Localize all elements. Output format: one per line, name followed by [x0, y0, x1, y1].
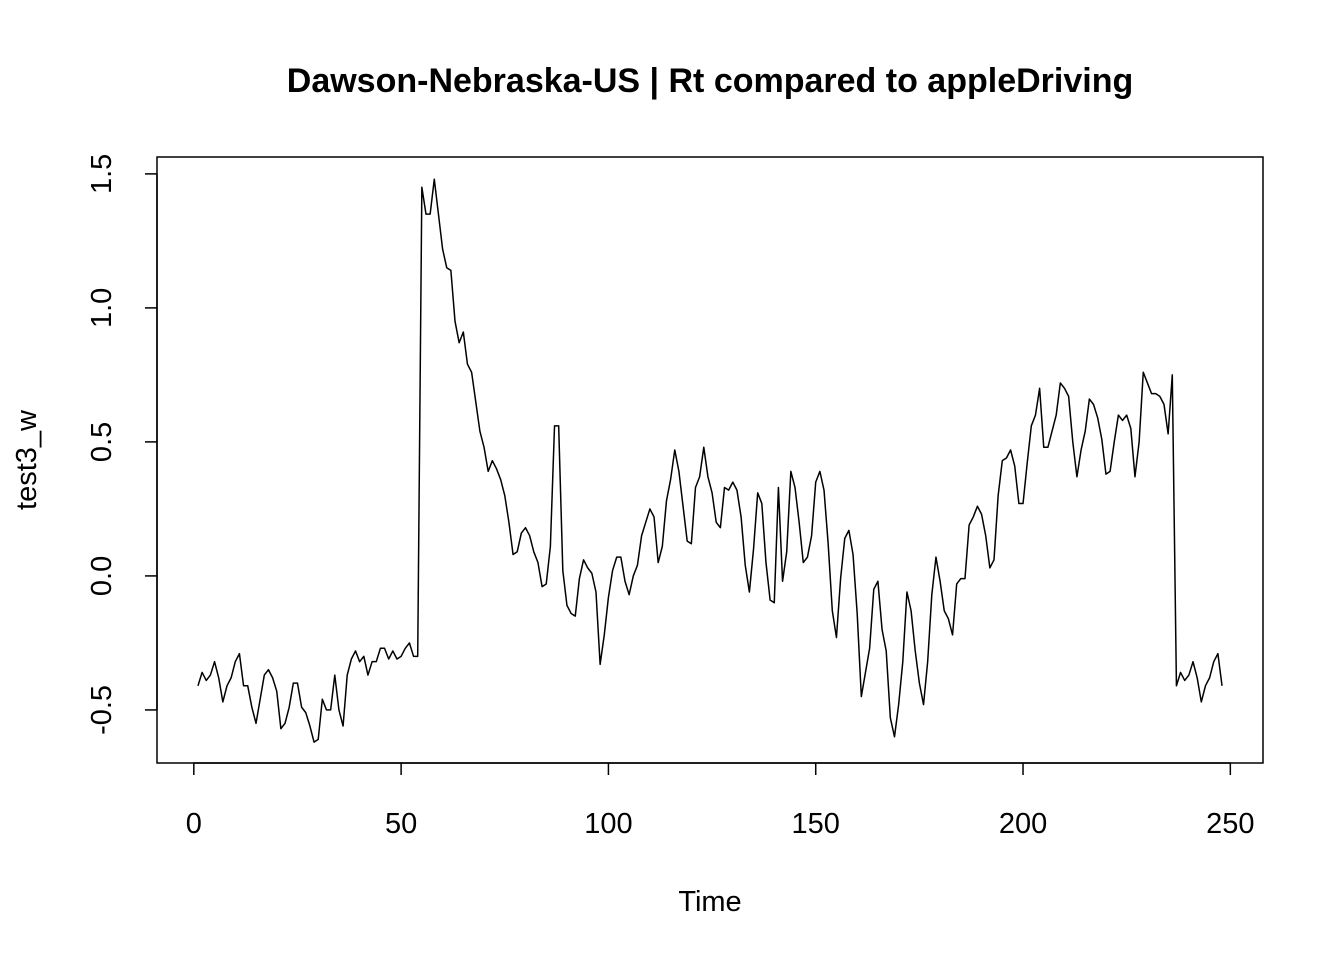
y-tick-label: 1.0	[86, 288, 118, 328]
x-tick-label: 200	[999, 808, 1047, 840]
y-tick-label: 1.5	[86, 154, 118, 194]
x-tick-label: 0	[186, 808, 202, 840]
y-tick-label: 0.0	[86, 556, 118, 596]
chart-title: Dawson-Nebraska-US | Rt compared to appl…	[287, 62, 1133, 100]
x-tick-label: 150	[792, 808, 840, 840]
x-tick-label: 250	[1206, 808, 1254, 840]
x-tick-label: 50	[385, 808, 417, 840]
y-axis-label: test3_w	[11, 409, 43, 510]
series-line	[197, 178, 1223, 743]
y-tick-label: 0.5	[86, 422, 118, 462]
y-tick-label: -0.5	[86, 685, 118, 735]
x-axis-label: Time	[678, 886, 741, 918]
x-tick-label: 100	[584, 808, 632, 840]
